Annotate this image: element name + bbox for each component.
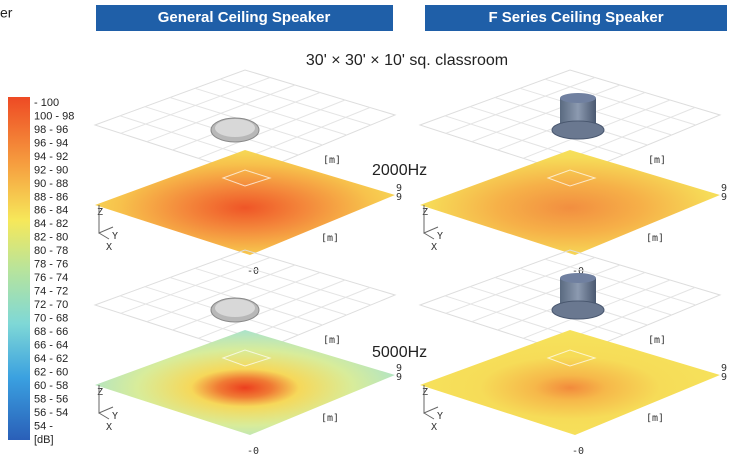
axis-label: [m] [323,155,341,166]
heat-map [420,330,720,435]
axis-label: [m] [648,155,666,166]
legend-label: 56 - 54 [34,407,68,419]
speaker-face [215,119,255,137]
axis-label: -0 [572,446,584,457]
subtitle: 30' × 30' × 10' sq. classroom [306,52,508,69]
legend-label: 82 - 80 [34,232,68,244]
color-bar [8,97,30,440]
axis-label: 9 [721,192,727,203]
header: F Series Ceiling Speaker [488,9,663,26]
axis-label: Z [97,207,103,218]
legend-label: 66 - 64 [34,340,68,352]
speaker-top [560,93,596,103]
axis-label: [m] [321,233,339,244]
speaker-rim [552,301,604,319]
axis-label: [m] [323,335,341,346]
axis-label: X [431,242,437,253]
axis-label: 9 [396,372,402,383]
legend-label: 74 - 72 [34,286,68,298]
legend-label: 88 - 86 [34,191,68,203]
legend-label: 62 - 60 [34,367,68,379]
heat-map [95,330,395,435]
axis-label: Y [437,411,443,422]
axis-label: Z [422,387,428,398]
legend-label: 58 - 56 [34,393,68,405]
legend-label: 90 - 88 [34,178,68,190]
axis-label: 9 [396,192,402,203]
legend-label: 70 - 68 [34,313,68,325]
legend-label: 86 - 84 [34,205,68,217]
axis-label: Y [112,411,118,422]
legend-label: 72 - 70 [34,299,68,311]
heat-map [95,150,395,255]
legend-label: 54 - [34,420,53,432]
legend-label: - 100 [34,97,59,109]
frequency-label: 2000Hz [372,162,427,179]
legend-label: 64 - 62 [34,353,68,365]
axis-label: 9 [721,372,727,383]
legend-label: 84 - 82 [34,218,68,230]
header: General Ceiling Speaker [158,9,331,26]
heat-map [420,150,720,255]
figure: er General Ceiling Speaker F Series Ceil… [0,0,736,459]
axis-label: Y [112,231,118,242]
speaker-face [215,299,255,317]
legend-label: 94 - 92 [34,151,68,163]
legend-label: 78 - 76 [34,259,68,271]
legend-label: 60 - 58 [34,380,68,392]
axis-label: [m] [646,413,664,424]
frequency-label: 5000Hz [372,344,427,361]
caption: er [0,5,13,21]
legend-label: 76 - 74 [34,272,68,284]
speaker-rim [552,121,604,139]
legend-unit: [dB] [34,434,54,446]
speaker-top [560,273,596,283]
axis-label: [m] [646,233,664,244]
axis-label: [m] [321,413,339,424]
legend-label: 92 - 90 [34,164,68,176]
axis-label: Y [437,231,443,242]
axis-label: X [431,422,437,433]
legend-label: 68 - 66 [34,326,68,338]
axis-label: X [106,242,112,253]
axis-label: X [106,422,112,433]
axis-label: Z [97,387,103,398]
legend-label: 98 - 96 [34,124,68,136]
axis-label: -0 [247,446,259,457]
axis-label: Z [422,207,428,218]
legend-label: 100 - 98 [34,110,74,122]
legend-label: 80 - 78 [34,245,68,257]
axis-label: [m] [648,335,666,346]
legend-label: 96 - 94 [34,137,68,149]
